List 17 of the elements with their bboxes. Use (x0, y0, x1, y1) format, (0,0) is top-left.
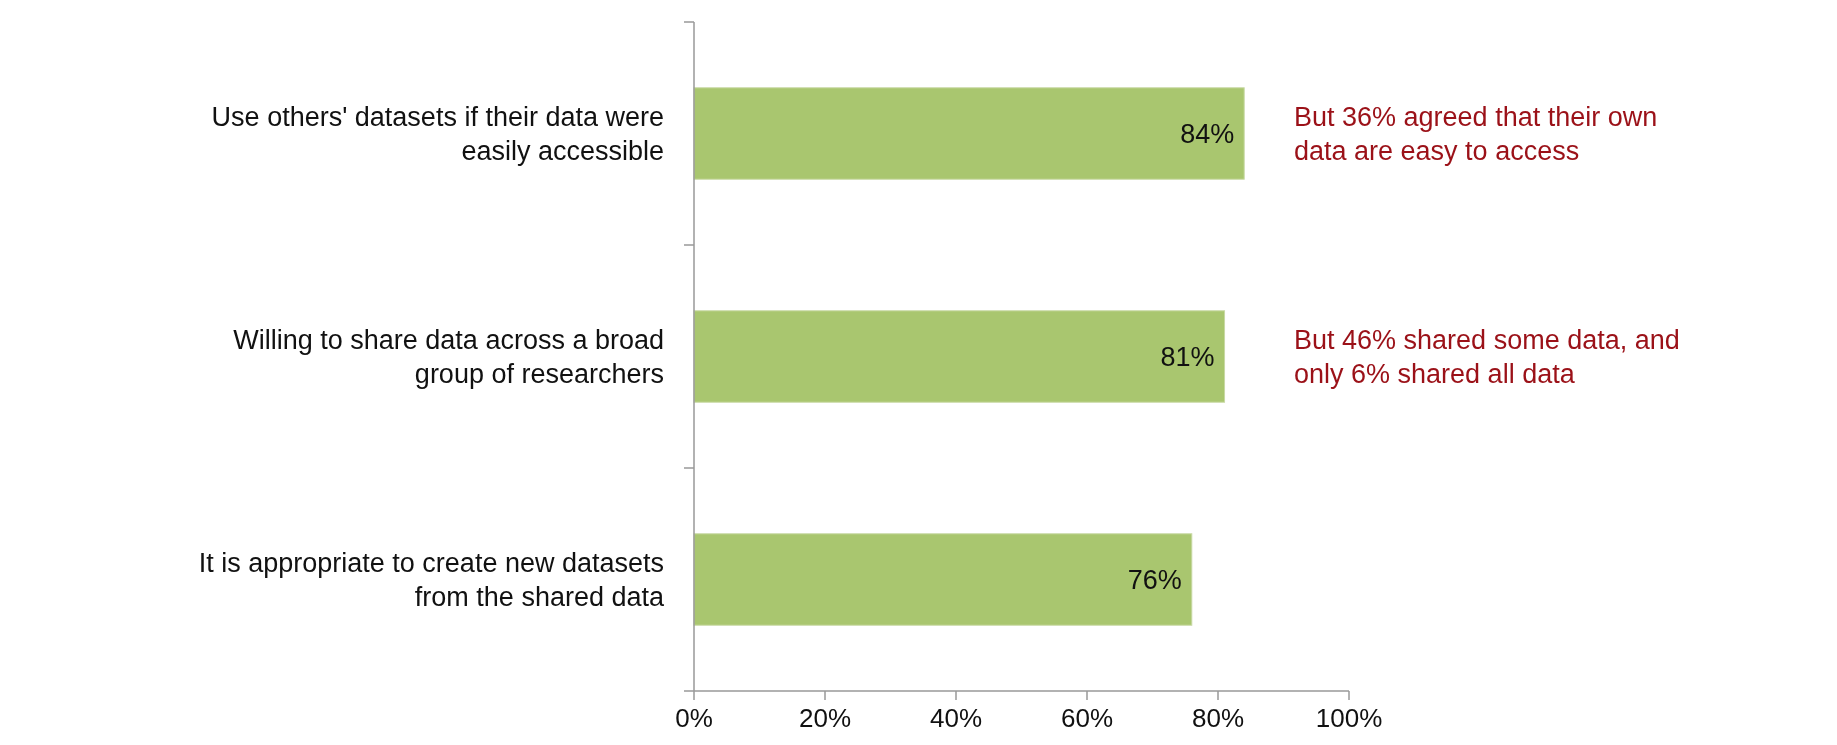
y-tick-label: Use others' datasets if their data were easily accessible (211, 101, 664, 166)
x-tick-label: 80% (1191, 703, 1245, 733)
bar (693, 87, 1245, 180)
y-tick-label: It is appropriate to create new datasets from the shared data (198, 547, 665, 612)
x-tick-label: 20% (798, 703, 852, 733)
data-label: 76% (1127, 564, 1182, 595)
bar (693, 310, 1226, 403)
data-label: 81% (1160, 341, 1215, 372)
x-tick-label: 0% (675, 703, 713, 733)
bar (693, 533, 1193, 626)
x-tick-label: 60% (1060, 703, 1114, 733)
x-tick-label: 40% (929, 703, 983, 733)
data-label: 84% (1180, 118, 1235, 149)
annotation: But 36% agreed that their own data are easy to access (1294, 101, 1658, 166)
annotation: But 46% shared some data, and only 6% shared all data (1294, 324, 1680, 389)
x-tick-label: 100% (1315, 703, 1383, 733)
y-tick-label: Willing to share data across a broad group of researchers (233, 324, 664, 389)
